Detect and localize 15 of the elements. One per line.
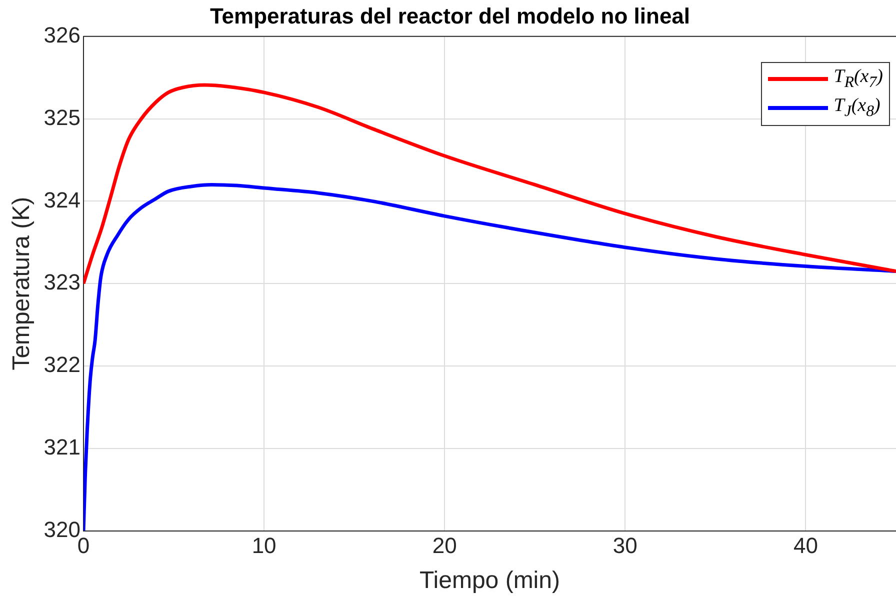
y-axis-title: Temperatura (K) <box>8 196 36 370</box>
y-tick-label: 323 <box>44 270 81 295</box>
x-tick-label: 40 <box>793 533 818 558</box>
legend-label: T$_{R}$(x$_{7}$) <box>834 65 883 93</box>
x-tick-label: 10 <box>252 533 276 558</box>
x-tick-label: 20 <box>432 533 457 558</box>
y-tick-label: 325 <box>44 104 81 130</box>
x-axis-title: Tiempo (min) <box>420 567 560 594</box>
chart-title: Temperaturas del reactor del modelo no lineal <box>210 3 690 28</box>
y-tick-label: 326 <box>44 22 81 48</box>
legend-label: T$_{J}$(x$_{8}$) <box>834 94 880 122</box>
y-tick-label: 324 <box>44 187 81 212</box>
x-tick-label: 30 <box>612 533 638 558</box>
y-tick-label: 321 <box>44 434 81 460</box>
y-tick-label: 322 <box>44 352 81 378</box>
